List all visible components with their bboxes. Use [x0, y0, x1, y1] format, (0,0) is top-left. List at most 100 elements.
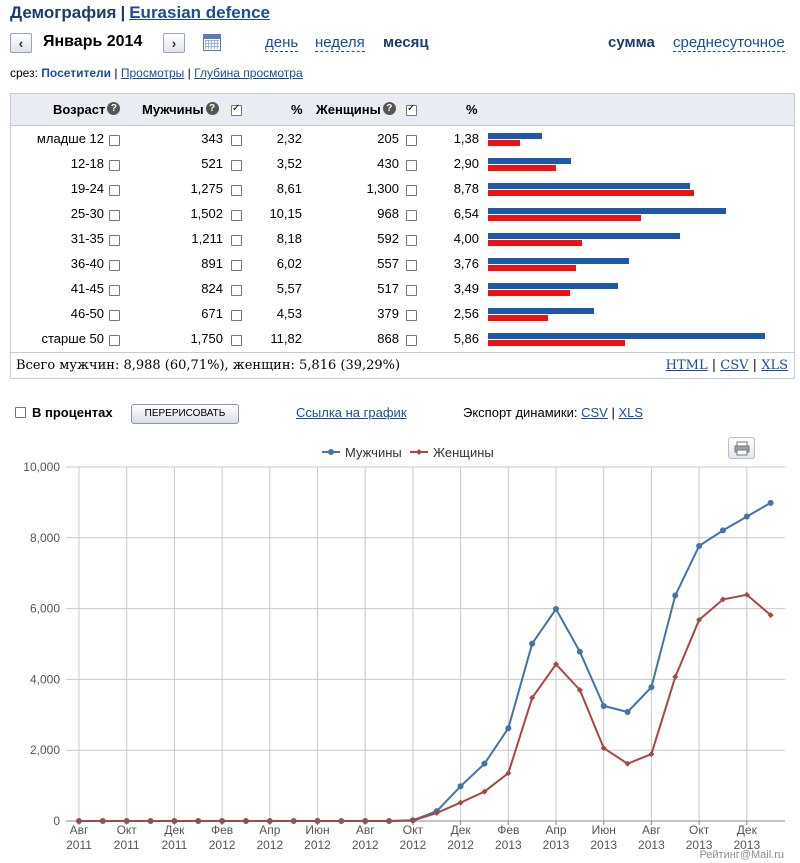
row-men-checkbox[interactable] — [231, 135, 242, 146]
table-row: 36-40 891 6,02 557 3,76 — [11, 252, 794, 277]
row-women-checkbox[interactable] — [406, 260, 417, 271]
series-point-women — [624, 760, 631, 767]
help-icon[interactable]: ? — [107, 102, 121, 115]
export-dyn-xls-link[interactable]: XLS — [618, 405, 644, 420]
row-men-checkbox[interactable] — [231, 335, 242, 346]
series-point-women — [696, 616, 703, 623]
chevron-right-icon: › — [171, 35, 177, 51]
row-women-checkbox[interactable] — [406, 185, 417, 196]
series-point-women — [290, 818, 297, 824]
x-tick-label: 2013 — [495, 838, 522, 852]
x-tick-label: Окт — [403, 823, 424, 837]
header-age: Возраст? — [53, 102, 121, 117]
x-tick-label: Апр — [545, 823, 567, 837]
slice-depth-link[interactable]: Глубина просмотра — [194, 66, 303, 80]
women-bar — [488, 190, 694, 196]
y-tick-label: 0 — [53, 814, 60, 828]
prev-period-button[interactable]: ‹ — [10, 33, 32, 53]
row-women-count: 1,300 — [366, 181, 399, 196]
men-bar — [488, 183, 690, 189]
site-link[interactable]: Eurasian defence — [129, 3, 270, 22]
help-icon[interactable]: ? — [205, 102, 219, 115]
row-men-checkbox[interactable] — [231, 185, 242, 196]
export-html-link[interactable]: HTML — [665, 358, 708, 373]
row-women-count: 517 — [377, 281, 399, 296]
period-week-link[interactable]: неделя — [315, 34, 365, 52]
redraw-button[interactable]: ПЕРЕРИСОВАТЬ — [131, 404, 239, 424]
row-age-checkbox[interactable] — [109, 260, 120, 271]
row-men-checkbox[interactable] — [231, 310, 242, 321]
row-men-checkbox[interactable] — [231, 160, 242, 171]
help-icon[interactable]: ? — [382, 102, 396, 115]
period-month-current: месяц — [383, 34, 429, 51]
series-point-women — [553, 661, 559, 668]
series-point-men — [743, 513, 750, 520]
x-tick-label: 2012 — [447, 838, 474, 852]
series-point-women — [672, 673, 679, 680]
row-men-checkbox[interactable] — [231, 285, 242, 296]
export-dyn-csv-link[interactable]: CSV — [581, 405, 608, 420]
row-women-checkbox[interactable] — [406, 210, 417, 221]
row-age-checkbox[interactable] — [109, 285, 120, 296]
row-women-checkbox[interactable] — [406, 310, 417, 321]
row-men-count: 824 — [201, 281, 223, 296]
slice-selector: срез: Посетители | Просмотры | Глубина п… — [10, 66, 303, 80]
row-men-count: 1,750 — [190, 331, 223, 346]
row-women-checkbox[interactable] — [406, 335, 417, 346]
row-men-pct: 10,15 — [269, 206, 302, 221]
graph-link[interactable]: Ссылка на график — [296, 405, 407, 420]
women-all-checkbox[interactable] — [406, 103, 417, 116]
row-women-pct: 1,38 — [453, 131, 479, 146]
row-women-count: 592 — [377, 231, 399, 246]
row-men-checkbox[interactable] — [231, 260, 242, 271]
women-bar — [488, 240, 582, 246]
row-age-checkbox[interactable] — [109, 135, 120, 146]
series-point-women — [433, 809, 440, 816]
export-csv-link[interactable]: CSV — [720, 358, 749, 373]
legend-item: Женщины — [433, 445, 494, 460]
mode-daily-avg-link[interactable]: среднесуточное — [673, 34, 785, 52]
row-women-checkbox[interactable] — [406, 235, 417, 246]
row-age-checkbox[interactable] — [109, 210, 120, 221]
series-point-women — [505, 770, 512, 777]
chevron-left-icon: ‹ — [18, 35, 24, 51]
x-tick-label: 2011 — [66, 838, 92, 852]
print-button[interactable] — [728, 437, 755, 459]
men-bar — [488, 133, 543, 139]
row-age-checkbox[interactable] — [109, 335, 120, 346]
row-women-checkbox[interactable] — [406, 135, 417, 146]
y-tick-label: 10,000 — [23, 460, 60, 474]
x-tick-label: Дек — [737, 823, 758, 837]
row-age-checkbox[interactable] — [109, 235, 120, 246]
row-men-checkbox[interactable] — [231, 235, 242, 246]
series-point-women — [386, 818, 393, 824]
men-bar — [488, 208, 726, 214]
row-age-checkbox[interactable] — [109, 310, 120, 321]
percent-checkbox[interactable] — [15, 407, 26, 418]
men-all-checkbox[interactable] — [231, 103, 242, 116]
table-row: 25-30 1,502 10,15 968 6,54 — [11, 202, 794, 227]
women-bar — [488, 265, 577, 271]
slice-pageviews-link[interactable]: Просмотры — [120, 66, 185, 80]
row-women-checkbox[interactable] — [406, 160, 417, 171]
slice-label: срез: — [10, 66, 38, 80]
export-xls-link[interactable]: XLS — [761, 358, 788, 373]
row-men-checkbox[interactable] — [231, 210, 242, 221]
table-row: 31-35 1,211 8,18 592 4,00 — [11, 227, 794, 252]
next-period-button[interactable]: › — [163, 33, 185, 53]
row-age-checkbox[interactable] — [109, 160, 120, 171]
row-men-pct: 11,82 — [270, 331, 302, 346]
row-age: 41-45 — [70, 281, 104, 296]
row-men-pct: 8,61 — [276, 181, 302, 196]
calendar-icon[interactable] — [203, 34, 221, 51]
row-men-pct: 3,52 — [276, 156, 302, 171]
x-tick-label: Фев — [497, 823, 519, 837]
x-tick-label: 2013 — [543, 838, 570, 852]
legend-marker — [416, 449, 422, 455]
row-age-checkbox[interactable] — [109, 185, 120, 196]
row-women-checkbox[interactable] — [406, 285, 417, 296]
row-age: 36-40 — [70, 256, 104, 271]
series-point-men — [624, 708, 631, 715]
series-point-women — [529, 694, 536, 701]
period-day-link[interactable]: день — [265, 34, 299, 52]
